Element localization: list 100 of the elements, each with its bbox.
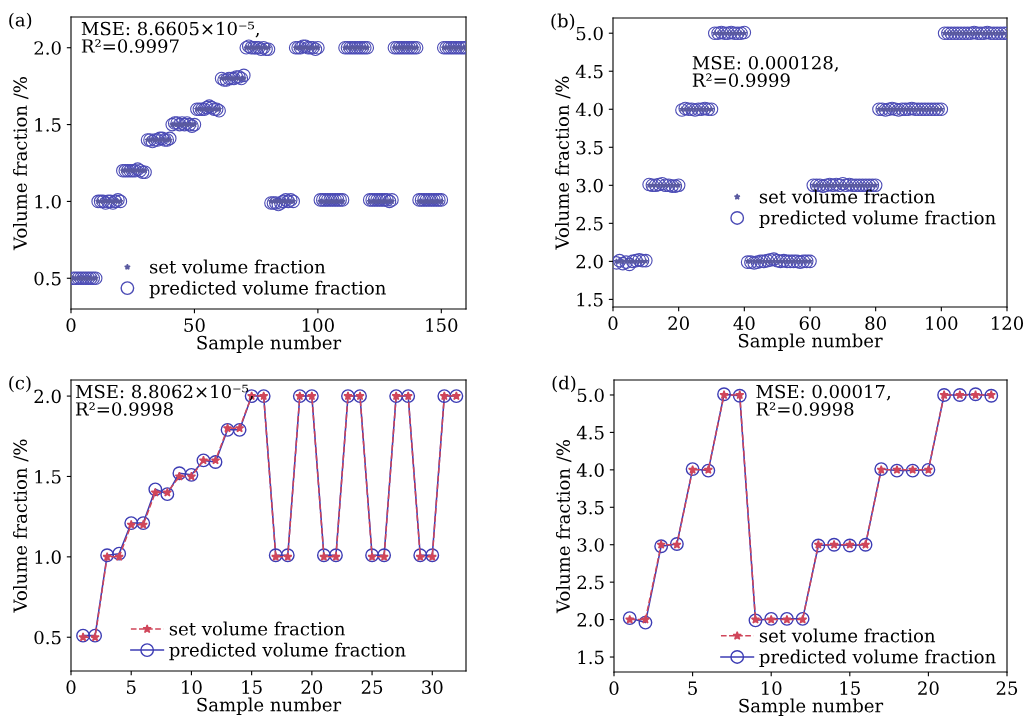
point	[184, 467, 199, 482]
point	[210, 455, 221, 465]
chart-title: (b)	[551, 13, 575, 31]
y-tick-label: 3.5	[576, 140, 603, 155]
annotation: MSE: 8.6605×10⁻⁵,	[81, 21, 259, 38]
point	[160, 487, 175, 502]
y-tick-label: 1.5	[35, 469, 61, 484]
legend-label: set volume fraction	[759, 189, 936, 204]
x-tick-label: 100	[926, 316, 958, 330]
point	[890, 463, 904, 478]
point	[112, 546, 127, 561]
point	[148, 482, 163, 497]
y-tick-label: 3.0	[577, 538, 604, 552]
x-tick-label: 20	[918, 681, 939, 695]
x-tick-label: 120	[991, 316, 1024, 330]
x-axis-title: Sample number	[197, 697, 342, 715]
x-tick-label: 0	[608, 316, 618, 330]
annotation: MSE: 0.000128,	[692, 55, 838, 72]
y-tick-label: 1.5	[578, 650, 604, 665]
point	[905, 463, 920, 478]
legend-label: predicted volume fraction	[759, 649, 996, 668]
point	[174, 471, 185, 481]
point	[76, 628, 90, 643]
point	[232, 422, 247, 437]
point	[208, 455, 223, 469]
point	[640, 614, 651, 624]
x-tick-label: 80	[865, 316, 886, 330]
annotation: R²=0.9997	[81, 39, 179, 53]
x-tick-label: 25	[361, 680, 383, 694]
x-axis-title: Sample number	[197, 335, 342, 353]
y-tick-label: 1.5	[577, 292, 603, 307]
x-axis-title: Sample number	[738, 333, 883, 351]
annotation: R²=0.9998	[75, 402, 173, 416]
y-tick-label: 5.0	[576, 26, 603, 41]
y-tick-label: 4.0	[575, 102, 603, 117]
point	[234, 423, 245, 433]
point	[811, 538, 826, 553]
x-axis-title: Sample number	[739, 698, 884, 716]
y-tick-label: 2.5	[576, 216, 603, 231]
annotation: MSE: 0.00017,	[756, 384, 890, 401]
x-tick-label: 15	[840, 681, 860, 695]
x-tick-label: 5	[688, 681, 697, 695]
point	[638, 615, 653, 630]
annotation: R²=0.9999	[692, 73, 790, 88]
y-tick-label: 2.5	[577, 575, 604, 590]
point	[220, 422, 235, 437]
annotation: MSE: 8.8062×10⁻⁵,	[75, 384, 253, 401]
legend-label: set volume fraction	[759, 628, 936, 643]
x-tick-label: 30	[422, 680, 443, 694]
point	[654, 539, 669, 554]
legend-label: set volume fraction	[169, 621, 345, 636]
point	[701, 463, 716, 478]
y-axis-title: Volume fraction /%	[13, 77, 29, 251]
y-tick-label: 3.5	[577, 500, 604, 515]
chart-title: (d)	[552, 375, 576, 393]
y-tick-label: 4.5	[576, 425, 604, 440]
x-tick-label: 20	[301, 680, 323, 694]
chart-title: (a)	[9, 12, 32, 30]
x-tick-label: 10	[182, 680, 202, 694]
legend-label: predicted volume fraction	[759, 210, 996, 229]
point	[186, 471, 197, 481]
point	[222, 423, 233, 433]
x-tick-label: 25	[996, 681, 1018, 695]
y-tick-label: 2.0	[577, 613, 604, 627]
point	[172, 466, 187, 481]
y-tick-label: 0.5	[34, 630, 61, 645]
y-tick-label: 1.5	[35, 118, 61, 132]
x-tick-label: 60	[799, 316, 821, 330]
x-tick-label: 10	[761, 681, 782, 695]
y-axis-title: Volume fraction /%	[556, 440, 572, 614]
x-tick-label: 100	[302, 318, 334, 332]
y-tick-label: 2.0	[34, 389, 61, 404]
x-tick-label: 20	[668, 316, 689, 330]
y-axis-title: Volume fraction /%	[13, 439, 29, 613]
x-tick-label: 50	[184, 318, 205, 332]
point	[748, 613, 763, 628]
y-tick-label: 3.0	[576, 178, 603, 193]
y-tick-label: 4.0	[576, 463, 604, 477]
point	[750, 614, 761, 624]
point	[842, 538, 857, 553]
y-tick-label: 1.0	[35, 194, 61, 209]
y-tick-label: 2.0	[576, 254, 603, 269]
x-tick-label: 15	[242, 680, 262, 694]
legend-label: predicted volume fraction	[149, 280, 386, 299]
y-tick-label: 0.5	[34, 271, 61, 286]
y-tick-label: 4.5	[575, 64, 603, 79]
legend-label: predicted volume fraction	[169, 642, 406, 661]
x-tick-label: 0	[609, 681, 619, 695]
annotation: R²=0.9998	[756, 402, 854, 416]
x-tick-label: 0	[66, 680, 76, 694]
y-axis-title: Volume fraction /%	[555, 76, 571, 250]
y-tick-label: 5.0	[577, 388, 604, 403]
x-tick-label: 5	[127, 680, 136, 694]
x-tick-label: 40	[733, 316, 755, 330]
point	[88, 628, 103, 643]
x-tick-label: 0	[66, 318, 76, 332]
y-tick-label: 2.0	[34, 41, 61, 55]
chart-title: (c)	[9, 375, 31, 393]
y-tick-label: 1.0	[35, 550, 61, 564]
x-tick-label: 150	[426, 318, 458, 332]
